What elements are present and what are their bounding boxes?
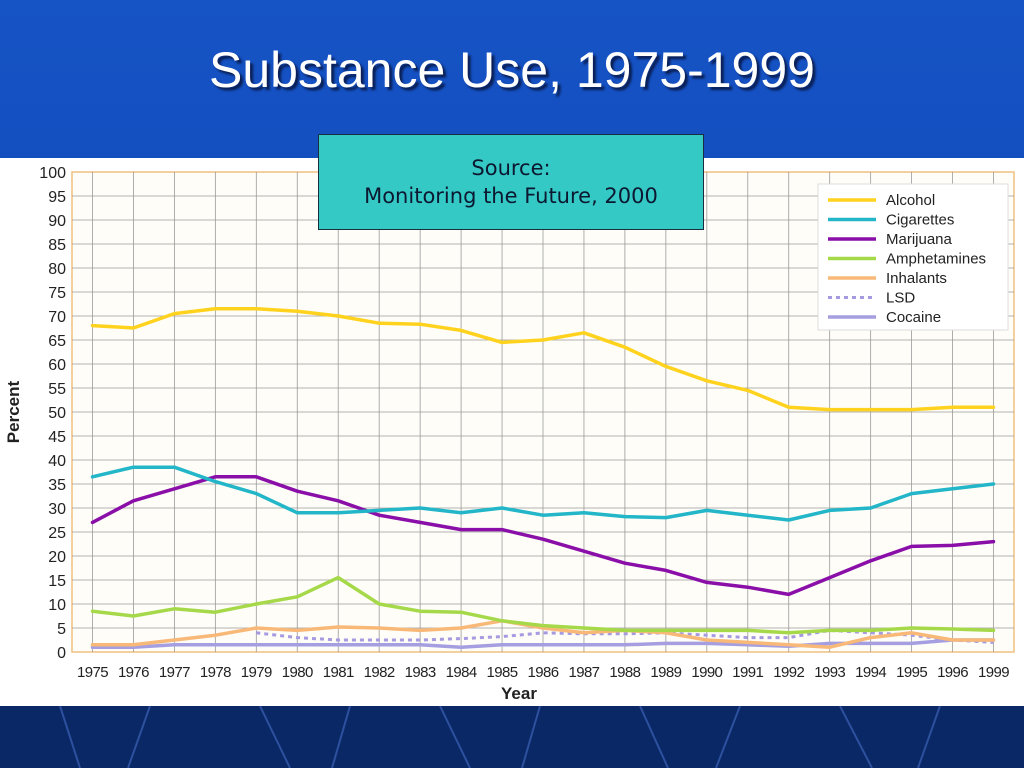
x-tick-label: 1987 — [568, 664, 599, 681]
series-line-alcohol — [90, 307, 996, 412]
x-tick-label: 1985 — [487, 664, 518, 681]
y-tick-label: 100 — [39, 165, 66, 182]
y-tick-label: 40 — [48, 453, 66, 470]
y-tick-label: 10 — [48, 597, 66, 614]
series-line-inhalants — [90, 619, 996, 649]
x-tick-label: 1978 — [200, 664, 231, 681]
x-tick-label: 1981 — [323, 664, 354, 681]
legend-label-cigarettes: Cigarettes — [886, 212, 954, 229]
legend: Alcohol Cigarettes Marijuana Amphetamines In… — [817, 183, 1009, 331]
y-tick-label: 50 — [48, 405, 66, 422]
x-tick-label: 1977 — [159, 664, 190, 681]
legend-label-marijuana: Marijuana — [886, 231, 953, 248]
y-tick-label: 25 — [48, 525, 66, 542]
x-tick-label: 1994 — [855, 664, 886, 681]
y-tick-label: 70 — [48, 309, 66, 326]
x-tick-label: 1988 — [609, 664, 640, 681]
series-line-lsd — [256, 628, 994, 644]
x-tick-label: 1984 — [446, 664, 477, 681]
y-tick-label: 95 — [48, 189, 66, 206]
series-lines — [90, 307, 996, 649]
y-tick-label: 80 — [48, 261, 66, 278]
slide-title: Substance Use, 1975-1999 — [209, 42, 815, 98]
x-tick-label: 1986 — [528, 664, 559, 681]
x-tick-label: 1995 — [896, 664, 927, 681]
legend-label-inhalants: Inhalants — [886, 270, 947, 287]
y-tick-label: 75 — [48, 285, 66, 302]
series-line-amphetamines — [90, 575, 996, 635]
legend-label-cocaine: Cocaine — [886, 309, 941, 326]
y-tick-label: 55 — [48, 381, 66, 398]
source-citation: Monitoring the Future, 2000 — [364, 184, 658, 208]
y-tick-label: 85 — [48, 237, 66, 254]
y-tick-label: 65 — [48, 333, 66, 350]
x-tick-label: 1999 — [978, 664, 1009, 681]
chart-panel: 0 5 10 15 20 25 30 35 40 45 50 55 60 65 70 75 80 85 90 95 10… — [0, 158, 1024, 706]
y-tick-label: 35 — [48, 477, 66, 494]
y-tick-label: 30 — [48, 501, 66, 518]
y-tick-label: 0 — [57, 645, 66, 662]
x-tick-label: 1990 — [691, 664, 722, 681]
y-tick-label: 60 — [48, 357, 66, 374]
x-tick-label: 1980 — [282, 664, 313, 681]
x-tick-label: 1975 — [77, 664, 108, 681]
y-tick-label: 20 — [48, 549, 66, 566]
line-chart: 0 5 10 15 20 25 30 35 40 45 50 55 60 65 70 75 80 85 90 95 10… — [4, 165, 1015, 703]
legend-label-amphetamines: Amphetamines — [886, 251, 986, 268]
y-tick-label: 15 — [48, 573, 66, 590]
x-tick-label: 1989 — [650, 664, 681, 681]
x-tick-label: 1993 — [814, 664, 845, 681]
source-label: Source: — [471, 156, 551, 180]
x-tick-label: 1996 — [937, 664, 968, 681]
legend-label-alcohol: Alcohol — [886, 192, 935, 209]
series-line-cigarettes — [90, 465, 996, 522]
x-axis-title: Year — [501, 684, 537, 703]
y-tick-label: 45 — [48, 429, 66, 446]
x-tick-label: 1976 — [118, 664, 149, 681]
y-tick-label: 90 — [48, 213, 66, 230]
legend-label-lsd: LSD — [886, 290, 915, 307]
y-tick-label: 5 — [57, 621, 66, 638]
footer-band — [0, 706, 1024, 768]
x-tick-label: 1983 — [405, 664, 436, 681]
series-line-marijuana — [90, 475, 996, 597]
footer-pattern — [59, 706, 941, 768]
y-axis-title: Percent — [4, 380, 23, 443]
x-tick-label: 1992 — [773, 664, 804, 681]
x-tick-label: 1991 — [732, 664, 763, 681]
x-tick-label: 1979 — [241, 664, 272, 681]
x-tick-label: 1982 — [364, 664, 395, 681]
source-box: Source: Monitoring the Future, 2000 — [318, 134, 704, 230]
